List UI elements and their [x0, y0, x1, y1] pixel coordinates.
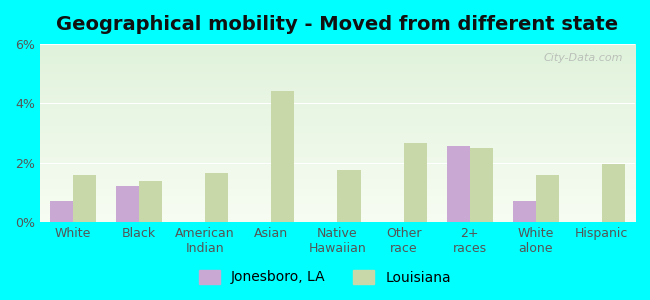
- Bar: [271, 92, 294, 222]
- Bar: [404, 143, 426, 222]
- Title: Geographical mobility - Moved from different state: Geographical mobility - Moved from diffe…: [57, 15, 619, 34]
- Bar: [73, 175, 96, 222]
- Bar: [513, 201, 536, 222]
- Bar: [116, 187, 139, 222]
- Bar: [139, 181, 162, 222]
- Bar: [447, 146, 470, 222]
- Bar: [337, 170, 361, 222]
- Bar: [470, 148, 493, 222]
- Bar: [50, 201, 73, 222]
- Legend: Jonesboro, LA, Louisiana: Jonesboro, LA, Louisiana: [194, 264, 456, 290]
- Bar: [536, 175, 559, 222]
- Bar: [602, 164, 625, 222]
- Bar: [205, 173, 228, 222]
- Text: City-Data.com: City-Data.com: [543, 53, 623, 63]
